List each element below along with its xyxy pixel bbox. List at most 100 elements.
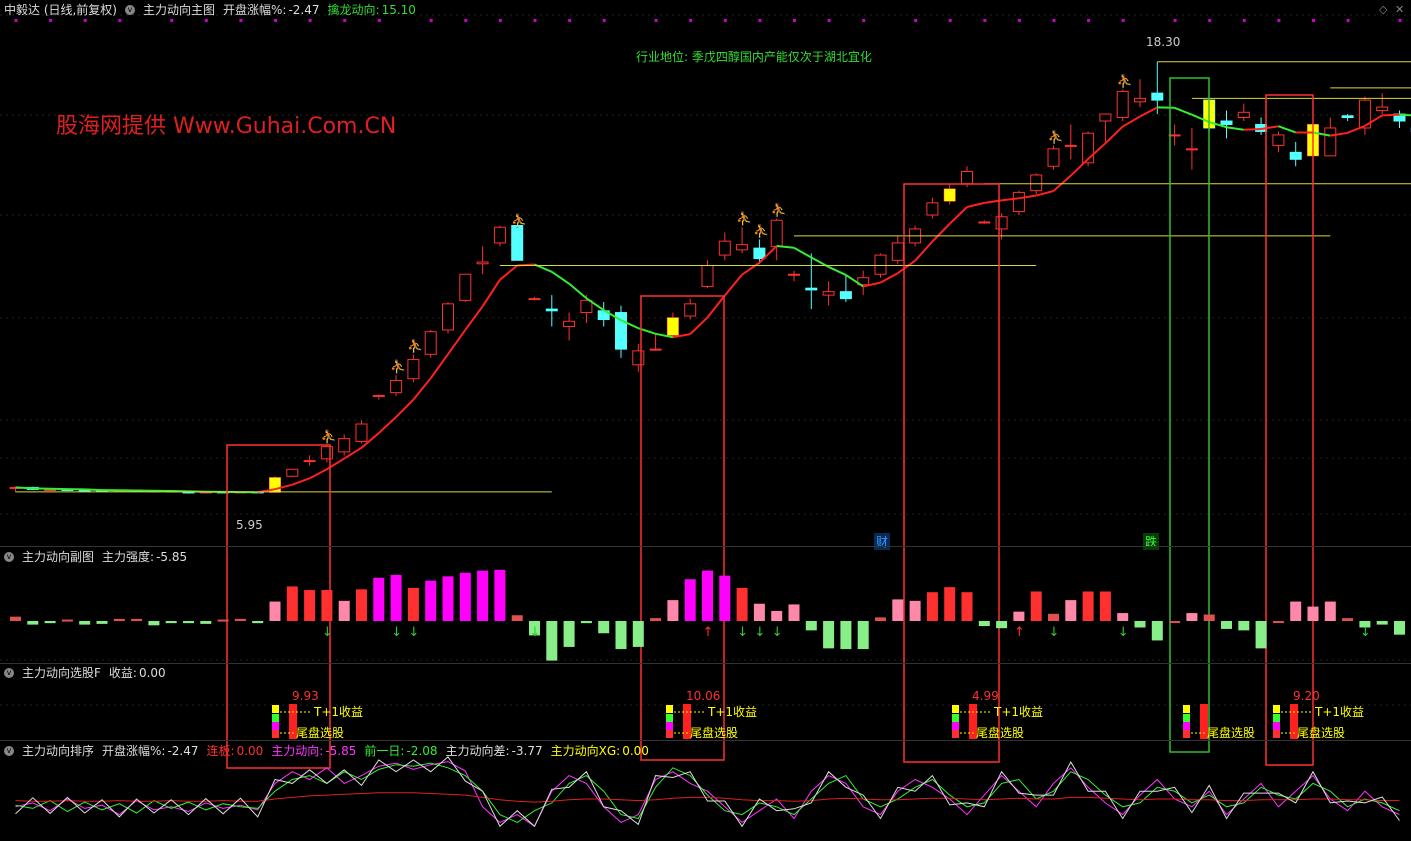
strength-bar [321, 590, 333, 621]
strength-bar [875, 617, 886, 621]
candle-body [961, 171, 973, 185]
signal-dot [533, 19, 537, 22]
signal-dot [170, 19, 174, 22]
strength-bar [1117, 613, 1129, 621]
ma-segment [1312, 131, 1331, 137]
xg-stack [1273, 705, 1280, 713]
xg-stack [272, 730, 279, 738]
xg-stack [1183, 705, 1190, 713]
strength-bar [857, 621, 869, 650]
gain-value: 0.00 [138, 666, 166, 680]
strength-bar [1048, 613, 1059, 621]
xg-stack [1273, 714, 1280, 722]
candle-body [1358, 99, 1371, 129]
ma-segment [1191, 113, 1210, 123]
ma-segment [412, 377, 432, 401]
xg-stack [952, 714, 959, 722]
strength-bar [27, 621, 39, 625]
strength-bar [598, 621, 610, 634]
panel3-toggle-icon[interactable]: v [4, 668, 14, 678]
indicator-toggle-icon[interactable]: v [125, 5, 135, 15]
ma-segment [1347, 124, 1366, 134]
strength-bar [459, 572, 471, 621]
ma-segment [1035, 190, 1054, 197]
ma-segment [1330, 131, 1348, 137]
signal-dot [1052, 19, 1056, 22]
signal-dot [793, 19, 796, 22]
xg-bar [683, 704, 691, 739]
panel4-toggle-icon[interactable]: v [4, 746, 14, 756]
ma-segment [845, 274, 864, 288]
arrow-icon: ↓ [408, 625, 419, 640]
diamond-icon[interactable]: ◇ [1379, 3, 1388, 16]
strength-bar [1134, 621, 1146, 628]
ma-segment [603, 309, 622, 322]
stock-name[interactable]: 中毅达 (日线,前复权) [4, 3, 117, 17]
panel3-header: v 主力动向选股F 收益: 0.00 [0, 664, 166, 682]
strength-bar [200, 621, 212, 624]
panel2-title[interactable]: 主力动向副图 [22, 550, 95, 564]
candle-body [1185, 148, 1198, 151]
arrow-icon: ↓ [391, 625, 402, 640]
tail-label: 尾盘选股 [976, 725, 1024, 740]
signal-dot [1087, 19, 1091, 22]
ma-segment [1260, 125, 1279, 130]
ma-segment [706, 294, 726, 319]
runner-icon: ⛹ [736, 210, 752, 227]
signal-dot [602, 19, 606, 22]
panel4-header: v 主力动向排序 开盘涨幅%: -2.47 连板: 0.00 主力动向: -5.… [0, 742, 649, 760]
candle-body [684, 303, 697, 317]
finance-tag[interactable]: 财 [874, 533, 891, 550]
signal-dot [983, 19, 987, 22]
arrow-icon: ↓ [737, 625, 748, 640]
open-pct-label: 开盘涨幅%: [223, 3, 287, 17]
strength-bar [1030, 591, 1042, 621]
candle-body [1272, 134, 1285, 146]
xg-stack [272, 714, 279, 722]
indicator-name[interactable]: 主力动向主图 [143, 3, 216, 17]
strength-bar [511, 615, 523, 621]
candle-body [995, 216, 1008, 230]
strength-bar [252, 621, 264, 624]
p4-diff-value: -3.77 [511, 744, 543, 758]
ma-segment [429, 353, 449, 379]
arrow-icon: ↑ [1014, 625, 1025, 640]
strength-bar [96, 621, 108, 624]
close-icon[interactable]: ✕ [1395, 3, 1405, 16]
strength-bar [131, 618, 143, 621]
signal-dot [239, 19, 243, 22]
strength-bar [1203, 614, 1215, 621]
strength-bar [702, 570, 713, 621]
panel4-title[interactable]: 主力动向排序 [22, 744, 95, 758]
strength-bar [632, 621, 644, 647]
candle-body [320, 446, 333, 460]
signal-candle [667, 317, 679, 336]
ma-segment [481, 279, 501, 307]
rank-series-line [15, 762, 1400, 823]
drop-tag[interactable]: 跌 [1143, 533, 1160, 550]
ma-segment [966, 201, 985, 208]
strength-bar [1221, 621, 1232, 629]
strength-bar [771, 610, 783, 621]
strength-bar [286, 586, 298, 621]
strength-bar [753, 603, 765, 621]
ma-segment [1278, 125, 1297, 134]
strength-bar [1065, 600, 1077, 621]
xg-bar [1200, 704, 1208, 739]
panel2-toggle-icon[interactable]: v [4, 552, 14, 562]
t1-label: T+1收益 [1314, 705, 1364, 719]
xg-stack [666, 722, 673, 730]
candle-body [891, 242, 904, 261]
signal-dot [914, 19, 918, 22]
signal-dot [827, 19, 831, 22]
p4-xg-value: 0.00 [622, 744, 649, 758]
strength-bar [10, 616, 21, 621]
p4-prev-value: -2.08 [406, 744, 438, 758]
candle-body [286, 468, 299, 477]
strength-bar [840, 621, 852, 650]
panel3-title[interactable]: 主力动向选股F [22, 666, 101, 680]
ma-segment [1208, 121, 1227, 129]
signal-dot [568, 19, 572, 22]
strength-bar [234, 618, 246, 621]
